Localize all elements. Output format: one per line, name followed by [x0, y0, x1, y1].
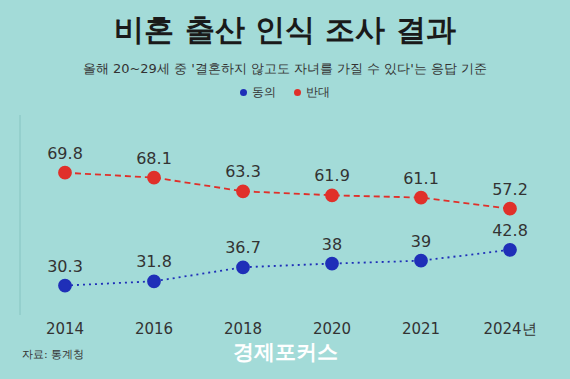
svg-text:30.3: 30.3	[47, 257, 83, 276]
html-text:반대: 반대	[306, 85, 330, 99]
html-text:비혼 출산 인식 조사 결과: 비혼 출산 인식 조사 결과	[114, 12, 456, 47]
svg-text:2016: 2016	[135, 320, 173, 338]
svg-text:63.3: 63.3	[225, 162, 261, 181]
html-text:올해 20~29세 중 '결혼하지 않고도 자녀를 가질 수: 올해 20~29세 중 '결혼하지 않고도 자녀를 가질 수 있다'는 응답 기…	[82, 61, 488, 76]
svg-text:69.8: 69.8	[47, 144, 83, 163]
svg-text:36.7: 36.7	[225, 238, 261, 257]
svg-text:2014: 2014	[46, 320, 84, 338]
svg-text:61.9: 61.9	[314, 166, 350, 185]
svg-text:42.8: 42.8	[492, 221, 528, 240]
svg-text:2018: 2018	[224, 320, 262, 338]
svg-text:31.8: 31.8	[136, 252, 172, 271]
svg-text:61.1: 61.1	[403, 169, 439, 188]
svg-text:2021: 2021	[402, 320, 440, 338]
html-text:자료: 통계청: 자료: 통계청	[22, 348, 85, 361]
svg-text:68.1: 68.1	[136, 149, 172, 168]
svg-text:2020: 2020	[313, 320, 351, 338]
svg-text:38: 38	[322, 235, 342, 254]
svg-text:2024년: 2024년	[483, 320, 536, 338]
svg-text:57.2: 57.2	[492, 180, 528, 199]
svg-text:39: 39	[411, 232, 431, 251]
html-text:경제포커스: 경제포커스	[232, 340, 338, 364]
html-text:동의: 동의	[252, 85, 276, 99]
